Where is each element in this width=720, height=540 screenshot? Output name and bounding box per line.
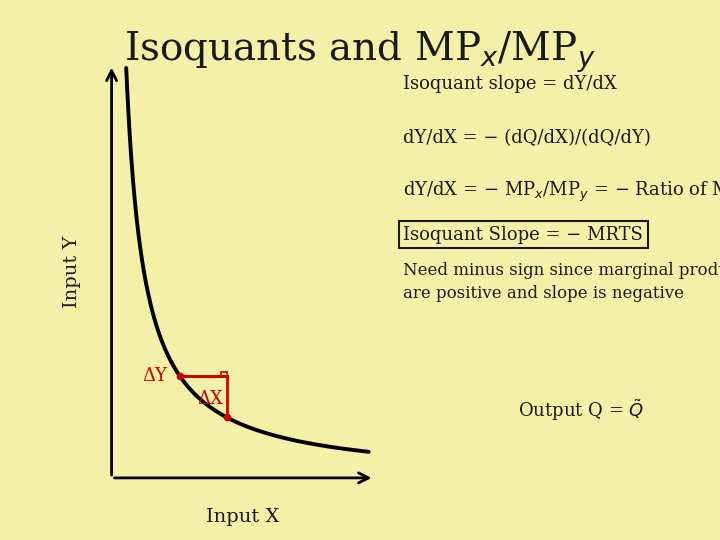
- Text: dY/dX = − (dQ/dX)/(dQ/dY): dY/dX = − (dQ/dX)/(dQ/dY): [403, 129, 651, 147]
- Text: Input Y: Input Y: [63, 235, 81, 308]
- Text: ΔY: ΔY: [142, 367, 167, 386]
- Text: Input X: Input X: [207, 508, 279, 525]
- Text: Isoquant slope = dY/dX: Isoquant slope = dY/dX: [403, 75, 617, 93]
- Text: ΔX: ΔX: [198, 390, 223, 408]
- Text: Output Q = $\tilde{Q}$: Output Q = $\tilde{Q}$: [518, 397, 645, 423]
- Text: dY/dX = − MP$_x$/MP$_y$ = − Ratio of MP’s: dY/dX = − MP$_x$/MP$_y$ = − Ratio of MP’…: [403, 180, 720, 204]
- Text: Isoquant Slope = − MRTS: Isoquant Slope = − MRTS: [403, 226, 643, 244]
- Text: Isoquants and MP$_x$/MP$_y$: Isoquants and MP$_x$/MP$_y$: [125, 30, 595, 76]
- Bar: [221, 372, 227, 376]
- Text: Need minus sign since marginal products
are positive and slope is negative: Need minus sign since marginal products …: [403, 261, 720, 302]
